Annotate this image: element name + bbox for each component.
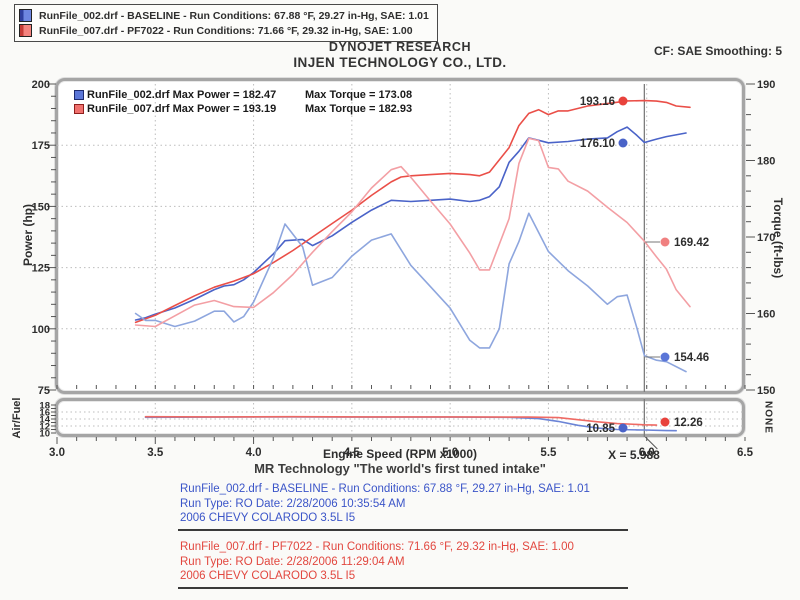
power-tick-label: 200: [32, 79, 50, 91]
airfuel-chart-frame: [55, 398, 745, 437]
pf7022-conditions-line: RunFile_007.drf - PF7022 - Run Condition…: [180, 541, 574, 553]
max-values-row-pf7022: RunFile_007.drf Max Power = 193.19 Max T…: [74, 102, 412, 116]
pf7022-run-details: RunFile_007.drf - PF7022 - Run Condition…: [180, 540, 660, 584]
airfuel-right-axis-label: NONE: [762, 401, 774, 434]
torque-tick-label: 150: [757, 385, 775, 397]
main-chart-frame: [55, 78, 745, 394]
baseline-run-summary: RunFile_002.drf - BASELINE - Run Conditi…: [39, 9, 429, 22]
torque-axis-label: Torque (ft-lbs): [771, 197, 785, 279]
divider-rule-bottom: [178, 587, 628, 589]
power-tick-label: 75: [38, 385, 50, 397]
pf7022-color-swatch: [19, 24, 32, 37]
x-tick-label: 6.5: [737, 447, 754, 459]
run-legend-row-pf7022: RunFile_007.drf - PF7022 - Run Condition…: [19, 23, 431, 38]
af-tick-label: 12: [39, 422, 50, 433]
run-legend-box: RunFile_002.drf - BASELINE - Run Conditi…: [14, 4, 438, 42]
baseline-run-details: RunFile_002.drf - BASELINE - Run Conditi…: [180, 482, 660, 526]
power-tick-label: 100: [32, 324, 50, 336]
company-title: INJEN TECHNOLOGY CO., LTD.: [293, 55, 507, 70]
baseline-max-power: RunFile_002.drf Max Power = 182.47: [87, 89, 277, 101]
x-axis-label: Engine Speed (RPM x1000): [322, 447, 478, 461]
run-legend-row-baseline: RunFile_002.drf - BASELINE - Run Conditi…: [19, 8, 431, 23]
af-tick-label: 16: [39, 408, 50, 419]
power-axis-label: Power (hp): [21, 204, 35, 266]
cursor-position-label: X = 5.988: [608, 448, 660, 462]
pf7022-runtype-date-line: Run Type: RO Date: 2/28/2006 11:29:04 AM: [180, 555, 405, 568]
torque-tick-label: 160: [757, 309, 775, 321]
pf7022-max-power: RunFile_007.drf Max Power = 193.19: [87, 103, 277, 115]
af-tick-label: 18: [39, 401, 50, 412]
pf7022-run-summary: RunFile_007.drf - PF7022 - Run Condition…: [39, 24, 413, 37]
airfuel-axis-label: Air/Fuel: [11, 397, 23, 439]
x-tick-label: 3.5: [147, 447, 164, 459]
baseline-conditions-line: RunFile_002.drf - BASELINE - Run Conditi…: [180, 483, 590, 495]
pf7022-swatch-icon: [74, 104, 84, 114]
pf7022-vehicle-line: 2006 CHEVY COLARODO 3.5L I5: [180, 570, 356, 582]
baseline-vehicle-line: 2006 CHEVY COLARODO 3.5L I5: [180, 512, 356, 524]
correction-smoothing-label: CF: SAE Smoothing: 5: [654, 44, 782, 58]
baseline-color-swatch: [19, 9, 32, 22]
max-values-legend: RunFile_002.drf Max Power = 182.47 Max T…: [74, 88, 412, 116]
power-tick-label: 175: [32, 140, 50, 152]
baseline-runtype-date-line: Run Type: RO Date: 2/28/2006 10:35:54 AM: [180, 497, 406, 510]
dyno-brand-title: DYNOJET RESEARCH: [328, 40, 472, 54]
af-tick-label: 14: [39, 415, 50, 426]
pf7022-max-torque: Max Torque = 182.93: [305, 103, 413, 115]
x-tick-label: 3.0: [49, 447, 65, 459]
baseline-swatch-icon: [74, 90, 84, 100]
torque-tick-label: 180: [757, 156, 775, 168]
baseline-max-torque: Max Torque = 173.08: [305, 89, 413, 101]
torque-tick-label: 190: [757, 79, 775, 91]
af-tick-label: 10: [39, 429, 50, 440]
divider-rule: [178, 529, 628, 531]
max-values-row-baseline: RunFile_002.drf Max Power = 182.47 Max T…: [74, 88, 412, 102]
mr-technology-tagline: MR Technology "The world's first tuned i…: [254, 461, 546, 476]
